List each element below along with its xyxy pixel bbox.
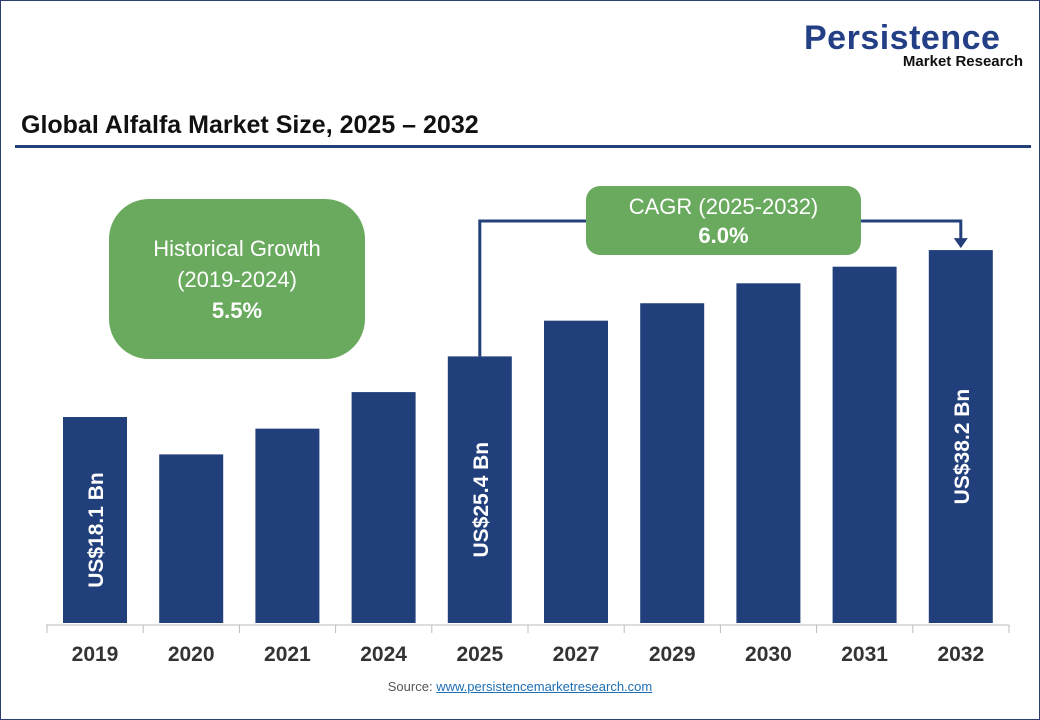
source-link[interactable]: www.persistencemarketresearch.com bbox=[436, 679, 653, 694]
historical-period: (2019-2024) bbox=[177, 267, 297, 292]
chart-title: Global Alfalfa Market Size, 2025 – 2032 bbox=[21, 111, 479, 139]
x-tick-label-2025: 2025 bbox=[456, 643, 503, 666]
bar-2024 bbox=[351, 392, 416, 623]
bar-2019 bbox=[63, 417, 127, 623]
x-tick-label-2031: 2031 bbox=[841, 643, 888, 666]
title-divider bbox=[15, 145, 1031, 148]
x-tick-label-2024: 2024 bbox=[360, 643, 407, 666]
x-tick-label-2027: 2027 bbox=[553, 643, 600, 666]
bar-2032 bbox=[928, 250, 993, 623]
x-tick-label-2021: 2021 bbox=[264, 643, 311, 666]
bar-2020 bbox=[159, 454, 224, 623]
data-label-2032: US$38.2 Bn bbox=[951, 389, 974, 505]
cagr-label: CAGR (2025-2032) bbox=[628, 194, 819, 219]
cagr-connector-end bbox=[861, 219, 963, 241]
logo: Persistence bbox=[804, 19, 1001, 57]
cagr-connector bbox=[478, 219, 586, 357]
arrow-down-icon bbox=[953, 238, 968, 249]
bar-2029 bbox=[640, 303, 705, 623]
x-tick-label-2029: 2029 bbox=[649, 643, 696, 666]
historical-growth-callout: Historical Growth (2019-2024) 5.5% bbox=[109, 199, 365, 359]
historical-value: 5.5% bbox=[211, 298, 263, 323]
bar-2025 bbox=[447, 356, 512, 623]
source-note: Source: www.persistencemarketresearch.co… bbox=[1, 679, 1039, 694]
x-tick-label-2032: 2032 bbox=[937, 643, 984, 666]
bar-2021 bbox=[255, 428, 320, 623]
data-label-2019: US$18.1 Bn bbox=[85, 472, 108, 588]
logo-subtitle: Market Research bbox=[902, 53, 1023, 70]
x-tick-label-2030: 2030 bbox=[745, 643, 792, 666]
historical-label: Historical Growth bbox=[153, 236, 321, 261]
bar-2030 bbox=[736, 283, 801, 623]
cagr-value: 6.0% bbox=[698, 223, 749, 248]
x-tick-label-2020: 2020 bbox=[168, 643, 215, 666]
x-tick-label-2019: 2019 bbox=[72, 643, 119, 666]
source-label: Source: bbox=[387, 679, 433, 694]
cagr-callout: CAGR (2025-2032) 6.0% bbox=[586, 186, 861, 255]
bar-2027 bbox=[544, 320, 608, 623]
bar-2031 bbox=[832, 266, 897, 623]
data-label-2025: US$25.4 Bn bbox=[470, 442, 493, 558]
